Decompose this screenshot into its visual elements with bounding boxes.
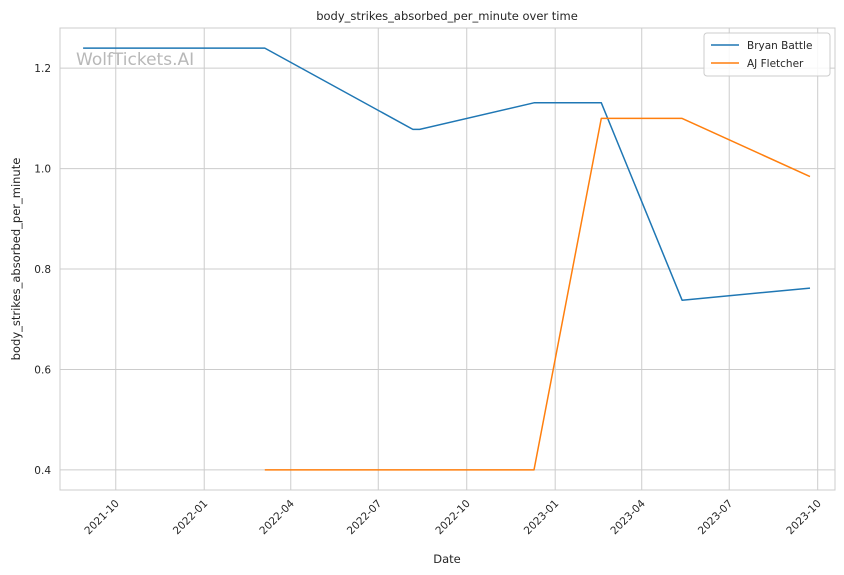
legend-box [703, 32, 831, 77]
watermark: WolfTickets.AI [76, 50, 194, 70]
x-axis-label: Date [433, 552, 461, 566]
x-tick-label: 2023-07 [696, 498, 736, 538]
x-tick-label: 2022-04 [257, 497, 297, 537]
y-tick-label: 0.6 [34, 364, 51, 376]
chart-title: body_strikes_absorbed_per_minute over ti… [316, 9, 578, 23]
x-tick-label: 2023-01 [522, 498, 562, 538]
x-tick-label: 2022-07 [345, 498, 385, 538]
x-tick-label: 2023-10 [784, 498, 824, 538]
y-tick-label: 1.2 [34, 63, 51, 75]
legend: Bryan Battle AJ Fletcher [703, 32, 831, 77]
y-axis-label: body_strikes_absorbed_per_minute [9, 158, 23, 361]
series-line-1 [264, 117, 811, 471]
x-tick-label: 2023-04 [608, 497, 648, 537]
series-line-0 [83, 47, 811, 301]
y-tick-labels: 0.4 0.6 0.8 1.0 1.2 [34, 63, 51, 477]
legend-label-0: Bryan Battle [747, 40, 812, 52]
x-tick-label: 2021-10 [82, 498, 122, 538]
x-tick-label: 2022-01 [171, 498, 211, 538]
x-tick-labels: 2021-10 2022-01 2022-04 2022-07 2022-10 2023-… [82, 497, 823, 537]
legend-label-1: AJ Fletcher [747, 58, 804, 70]
series-lines [83, 47, 811, 471]
x-tick-label: 2022-10 [433, 498, 473, 538]
plot-area-frame [59, 27, 836, 491]
grid [60, 28, 835, 490]
y-tick-label: 1.0 [34, 164, 51, 176]
y-tick-label: 0.8 [34, 264, 51, 276]
y-tick-label: 0.4 [34, 465, 51, 477]
